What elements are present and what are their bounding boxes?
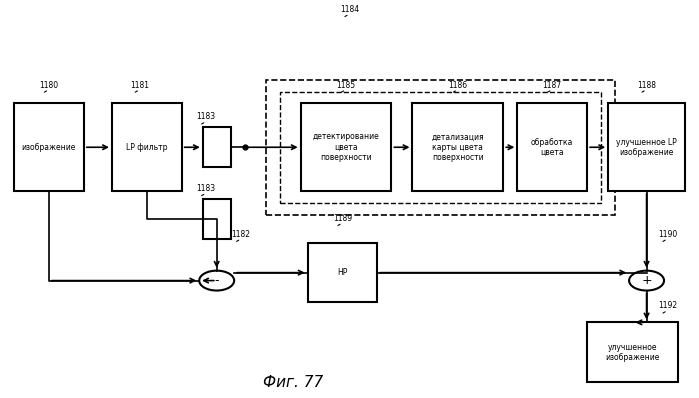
FancyBboxPatch shape [412, 103, 503, 191]
Text: 1182: 1182 [231, 230, 251, 239]
FancyBboxPatch shape [203, 199, 231, 239]
FancyBboxPatch shape [517, 103, 587, 191]
Text: 1183: 1183 [196, 184, 216, 193]
Text: улучшенное LP
изображение: улучшенное LP изображение [617, 138, 677, 157]
Text: 1180: 1180 [39, 80, 59, 90]
Text: -: - [215, 274, 219, 287]
FancyBboxPatch shape [301, 103, 391, 191]
Text: 1192: 1192 [658, 301, 677, 310]
FancyBboxPatch shape [112, 103, 182, 191]
FancyBboxPatch shape [203, 127, 231, 167]
Text: 1186: 1186 [448, 80, 468, 90]
Text: обработка
цвета: обработка цвета [531, 138, 573, 157]
Text: детектирование
цвета
поверхности: детектирование цвета поверхности [312, 133, 380, 162]
Circle shape [199, 271, 234, 291]
Text: 1185: 1185 [336, 80, 356, 90]
Text: 1188: 1188 [637, 80, 656, 90]
FancyBboxPatch shape [266, 80, 615, 215]
FancyBboxPatch shape [587, 322, 678, 382]
Circle shape [629, 271, 664, 291]
Text: детализация
карты цвета
поверхности: детализация карты цвета поверхности [431, 133, 484, 162]
Text: Фиг. 77: Фиг. 77 [264, 375, 324, 390]
Text: LP фильтр: LP фильтр [126, 143, 168, 152]
Text: 1181: 1181 [130, 80, 150, 90]
Text: +: + [641, 274, 652, 287]
FancyBboxPatch shape [308, 243, 377, 302]
Text: изображение: изображение [22, 143, 76, 152]
FancyBboxPatch shape [280, 92, 601, 203]
Text: 1187: 1187 [542, 80, 562, 90]
FancyBboxPatch shape [14, 103, 84, 191]
Text: 1189: 1189 [333, 214, 352, 223]
Text: 1190: 1190 [658, 230, 677, 239]
Text: улучшенное
изображение: улучшенное изображение [605, 343, 660, 362]
FancyBboxPatch shape [608, 103, 685, 191]
Text: 1183: 1183 [196, 112, 216, 121]
Text: HP: HP [338, 268, 347, 277]
Text: 1184: 1184 [340, 5, 359, 14]
